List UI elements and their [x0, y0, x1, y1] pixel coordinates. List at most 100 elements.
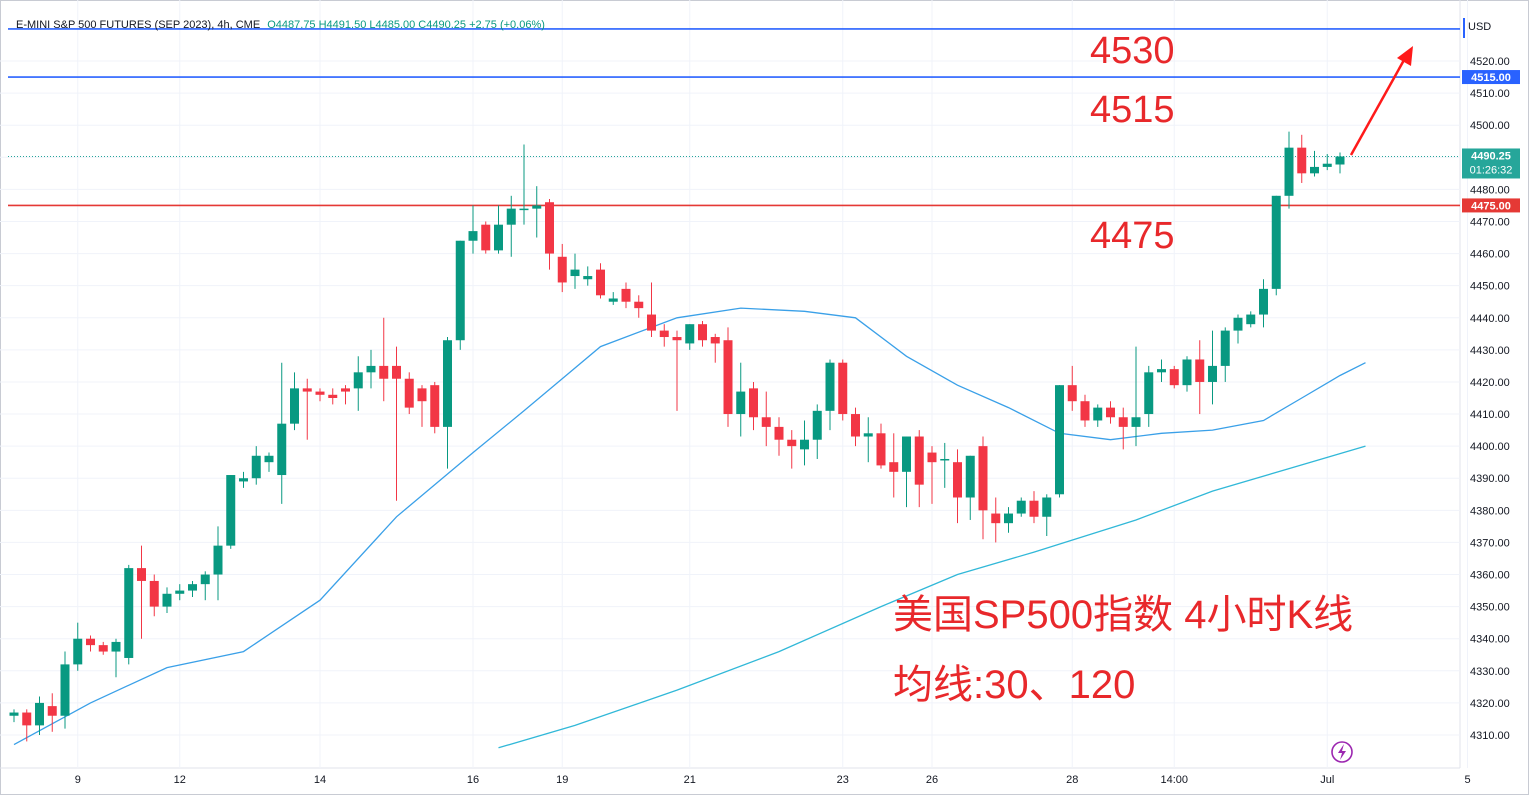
candle-body: [876, 433, 886, 466]
candle-body: [264, 455, 274, 463]
candle-body: [545, 202, 554, 254]
price-tick-label: 4470.00: [1470, 216, 1510, 228]
candle: [366, 349, 376, 389]
candle-body: [35, 702, 44, 726]
price-tick-label: 4340.00: [1470, 634, 1510, 646]
candle: [914, 430, 924, 508]
candle-body: [1016, 500, 1026, 514]
candle: [787, 430, 797, 469]
candle-body: [392, 365, 401, 379]
trend-arrow[interactable]: [1349, 46, 1413, 156]
svg-text:4475.00: 4475.00: [1471, 200, 1511, 212]
candle-body: [978, 446, 988, 511]
candle-body: [1271, 195, 1281, 289]
candle: [1233, 314, 1243, 344]
candle: [698, 320, 707, 347]
candle-body: [162, 593, 172, 607]
candle-body: [761, 417, 771, 427]
candle: [9, 709, 19, 723]
ma120-line: [498, 445, 1366, 749]
candle: [863, 417, 873, 463]
candle: [392, 346, 401, 501]
candle: [1093, 404, 1103, 427]
candle-body: [353, 372, 363, 389]
candle-body: [749, 388, 758, 418]
candle-body: [889, 462, 899, 472]
symbol-legend[interactable]: E-MINI S&P 500 FUTURES (SEP 2023), 4h, C…: [16, 19, 545, 31]
candle-body: [812, 410, 822, 440]
price-label-4515: 4515.00: [1462, 70, 1520, 85]
candle-body: [468, 231, 478, 241]
ma30-line: [13, 307, 1366, 746]
last-price-label: 4490.25 01:26:32: [1462, 148, 1520, 179]
candle-body: [328, 394, 338, 398]
candle: [60, 651, 70, 729]
candle-body: [914, 436, 924, 485]
candle: [175, 584, 185, 601]
candle-body: [1322, 163, 1332, 167]
time-axis[interactable]: 9 12 14 16 19 21 23 26 28 14:00 Jul 5: [75, 774, 1471, 786]
price-tick-label: 4360.00: [1470, 570, 1510, 582]
price-tick-label: 4330.00: [1470, 666, 1510, 678]
candle-body: [315, 391, 325, 395]
time-tick-label: 23: [837, 774, 849, 786]
candle-body: [494, 224, 503, 251]
candle: [1118, 407, 1128, 450]
candle: [404, 372, 414, 415]
candle: [494, 205, 503, 254]
candle: [608, 292, 618, 305]
candle-body: [302, 388, 312, 392]
time-tick-label: Jul: [1320, 774, 1334, 786]
price-tick-label: 4520.00: [1470, 56, 1510, 68]
candle-body: [685, 324, 695, 344]
time-tick-label: 14:00: [1160, 774, 1188, 786]
candle-body: [902, 436, 911, 472]
candle: [86, 635, 95, 652]
candle-body: [863, 433, 873, 437]
candle: [379, 317, 389, 402]
price-tick-label: 4410.00: [1470, 409, 1510, 421]
candle-body: [124, 568, 134, 658]
candle: [315, 388, 325, 402]
candle: [800, 420, 809, 466]
candle: [825, 359, 835, 431]
lightning-bolt-icon[interactable]: [1331, 741, 1353, 763]
candle: [162, 587, 172, 614]
candle-body: [1220, 330, 1230, 366]
candle-body: [1259, 288, 1268, 315]
time-tick-label: 19: [556, 774, 568, 786]
candle: [596, 263, 605, 299]
price-tick-label: 4430.00: [1470, 345, 1510, 357]
candle-body: [175, 590, 185, 594]
price-tick-label: 4420.00: [1470, 377, 1510, 389]
svg-text:4515.00: 4515.00: [1471, 72, 1511, 84]
candle: [149, 574, 159, 617]
time-tick-label: 14: [314, 774, 326, 786]
candle: [583, 266, 593, 286]
price-label-4475: 4475.00: [1462, 198, 1520, 213]
candle-body: [22, 712, 32, 726]
candle: [328, 388, 338, 405]
candle-body: [200, 574, 210, 585]
candle: [481, 221, 491, 254]
candle: [1220, 327, 1230, 382]
price-tick-label: 4350.00: [1470, 602, 1510, 614]
price-tick-label: 4460.00: [1470, 249, 1510, 261]
candle: [35, 696, 44, 735]
candle-body: [1169, 369, 1179, 386]
annotation-ma-periods: 均线:30、120: [893, 663, 1135, 707]
candle-body: [506, 208, 516, 225]
candle-body: [634, 301, 644, 309]
legend-symbol-text: E-MINI S&P 500 FUTURES (SEP 2023), 4h, C…: [16, 19, 545, 31]
candle: [468, 205, 478, 254]
candle: [927, 446, 937, 504]
candle: [532, 186, 542, 238]
currency-label[interactable]: USD: [1468, 21, 1491, 33]
candle: [47, 693, 57, 732]
candle-body: [787, 439, 797, 447]
candle: [1246, 311, 1256, 328]
candle-body: [290, 388, 299, 424]
candle: [1042, 494, 1052, 537]
time-tick-label: 21: [684, 774, 696, 786]
